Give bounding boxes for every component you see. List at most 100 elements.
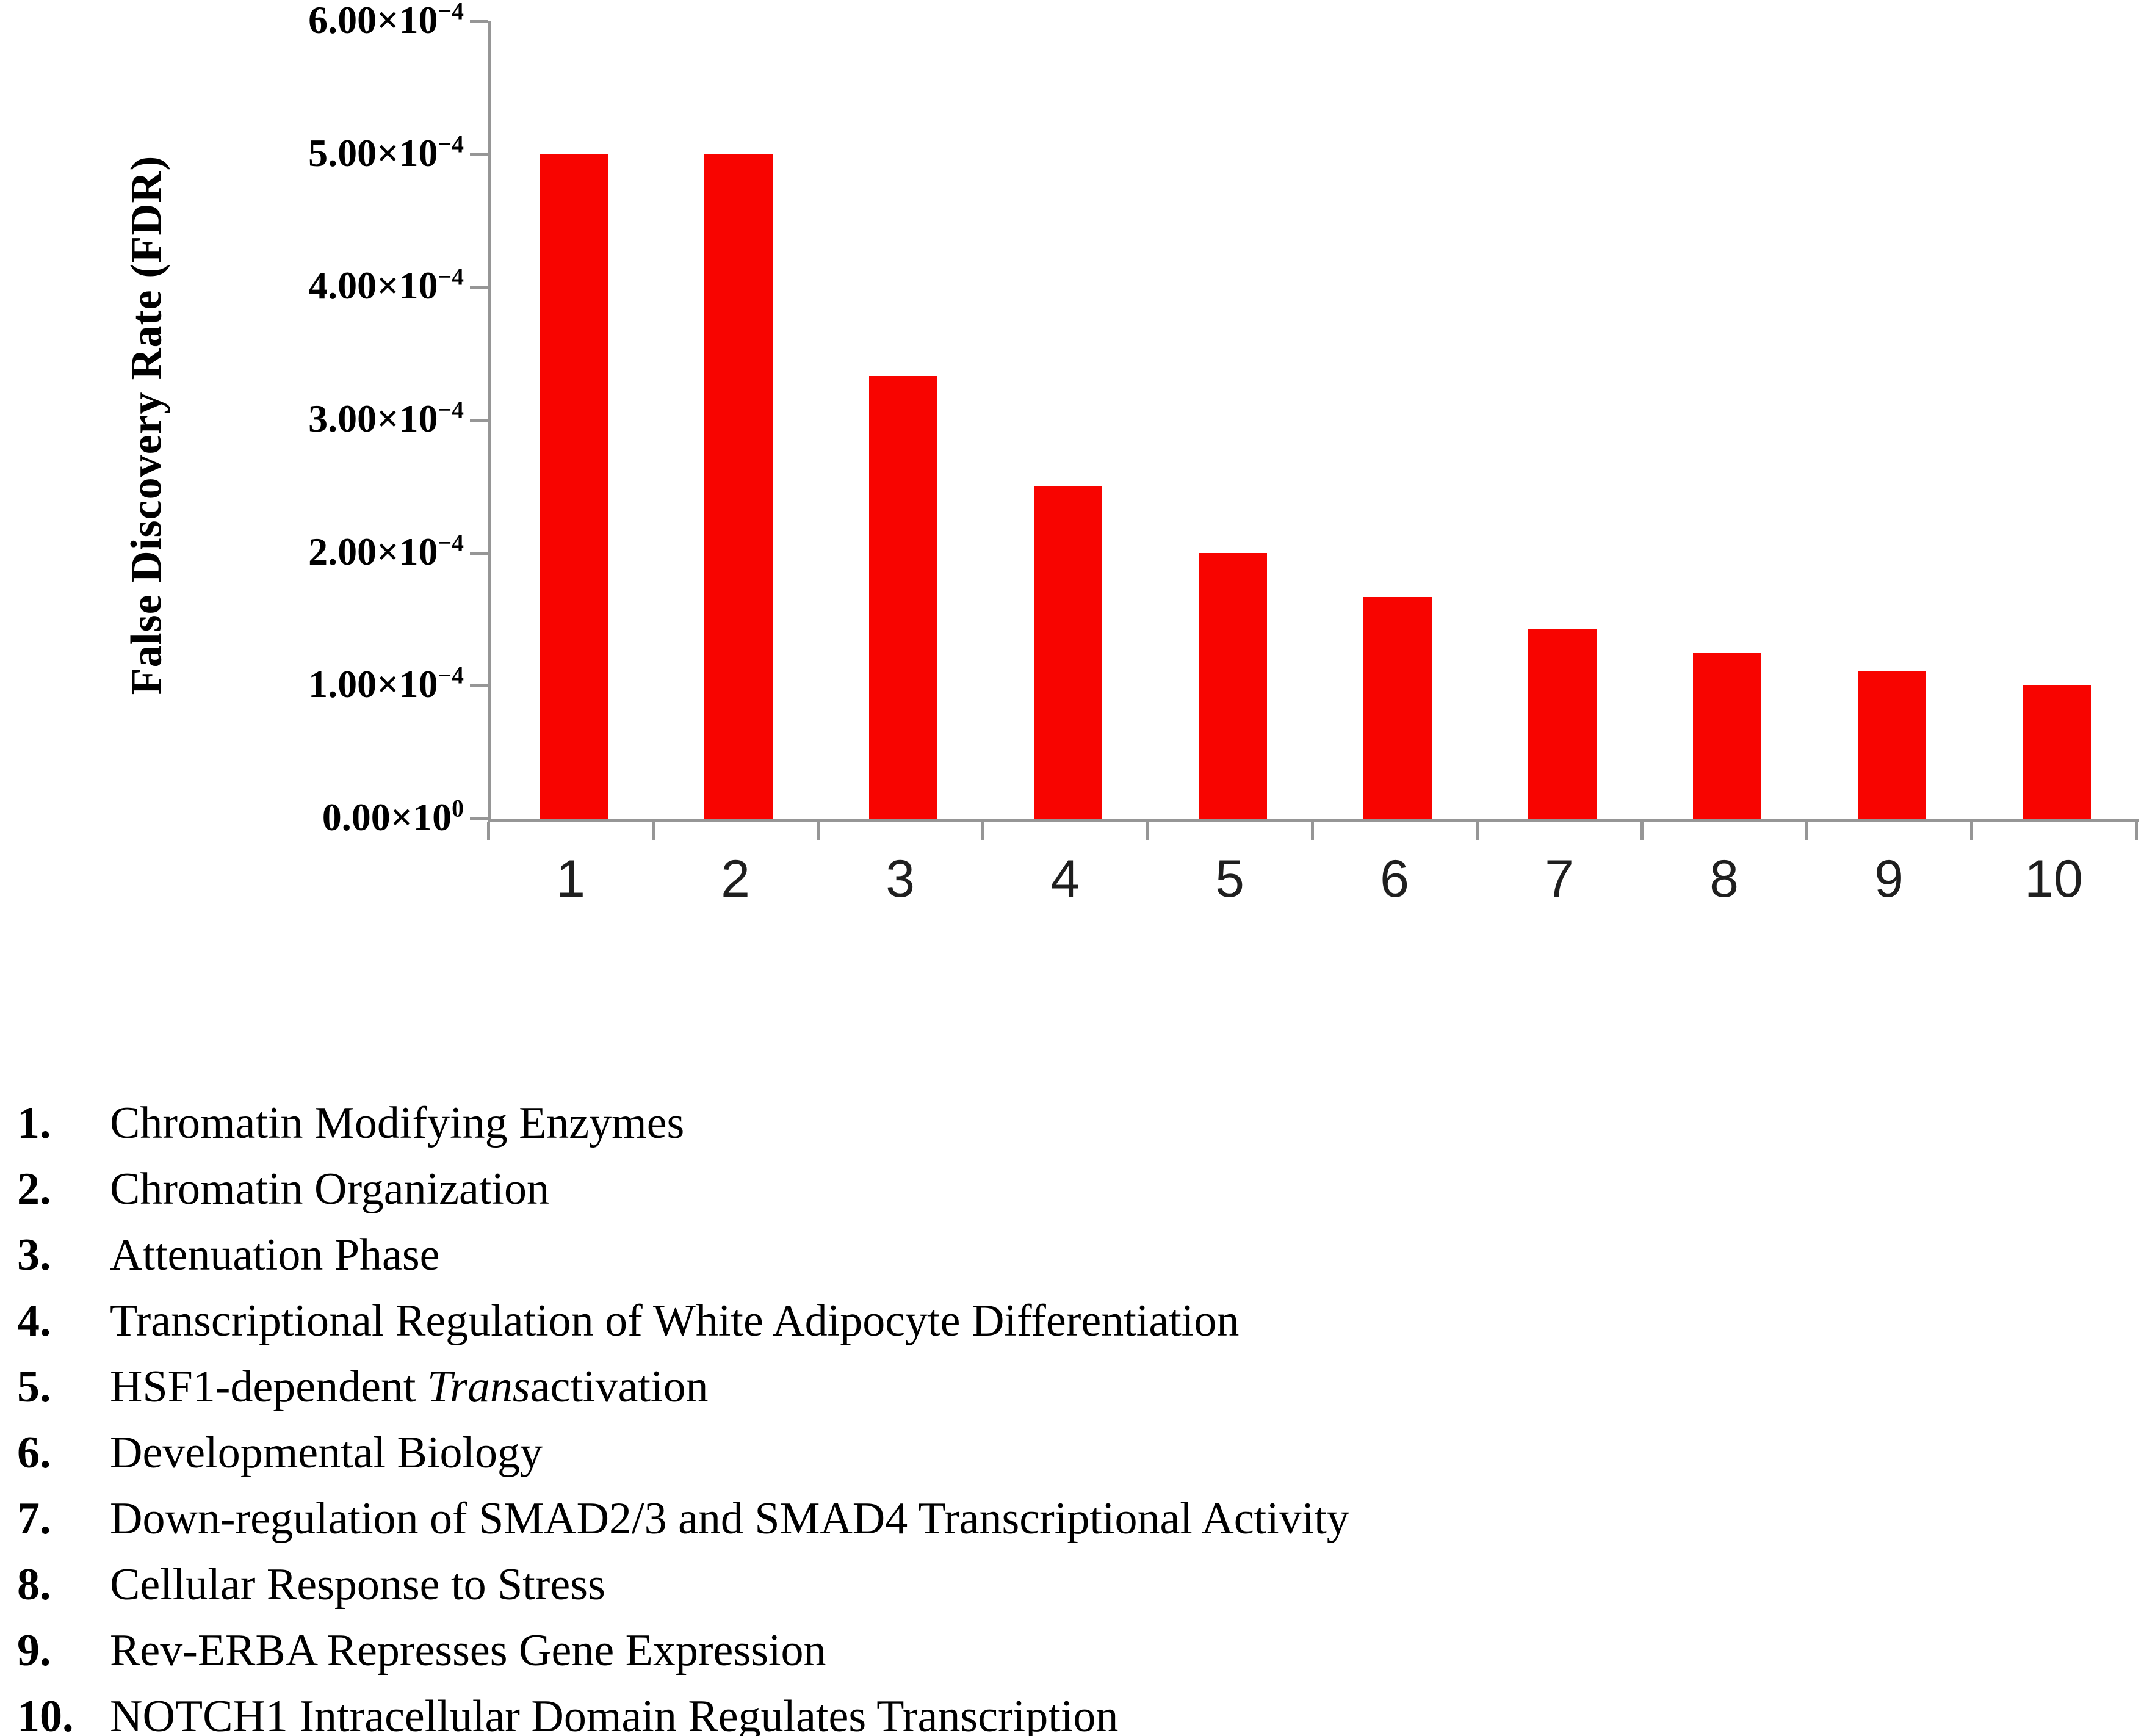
legend-item-number: 8. xyxy=(17,1559,51,1610)
legend-item-text-segment: NOTCH1 Intracellular Domain Regulates Tr… xyxy=(110,1691,1119,1736)
legend-item-text: Chromatin Modifying Enzymes xyxy=(110,1098,684,1149)
legend-item: 3. Attenuation Phase xyxy=(0,1222,2144,1288)
x-tick xyxy=(487,822,490,840)
legend-item-number: 3. xyxy=(17,1229,51,1280)
x-tick xyxy=(1805,822,1808,840)
x-tick xyxy=(2135,822,2138,840)
y-tick xyxy=(470,817,488,820)
legend-item-number: 10. xyxy=(17,1691,74,1736)
legend-item-number: 9. xyxy=(17,1625,51,1676)
y-tick-exponent: −4 xyxy=(438,263,464,291)
bar-10 xyxy=(2023,685,2091,819)
legend-item-text: Down-regulation of SMAD2/3 and SMAD4 Tra… xyxy=(110,1493,1349,1545)
y-tick-mantissa: 2.00×10 xyxy=(308,530,438,573)
y-tick-exponent: −4 xyxy=(438,131,464,158)
y-tick xyxy=(470,684,488,687)
x-tick-label: 9 xyxy=(1874,850,1904,908)
y-tick-label: 1.00×10−4 xyxy=(177,657,464,711)
legend-item-text-segment: Chromatin Modifying Enzymes xyxy=(110,1098,685,1148)
legend-item: 7. Down-regulation of SMAD2/3 and SMAD4 T… xyxy=(0,1486,2144,1552)
y-tick-mantissa: 6.00×10 xyxy=(308,0,438,42)
x-tick-label: 2 xyxy=(721,850,750,908)
y-tick-label: 3.00×10−4 xyxy=(177,392,464,446)
x-tick xyxy=(652,822,655,840)
y-tick-mantissa: 4.00×10 xyxy=(308,264,438,307)
bar-9 xyxy=(1858,671,1926,819)
y-tick xyxy=(470,419,488,422)
x-tick-label: 1 xyxy=(556,850,585,908)
legend-item-text-segment: activation xyxy=(530,1361,709,1412)
legend-item-text-segment: Attenuation Phase xyxy=(110,1229,440,1280)
x-tick-label: 8 xyxy=(1709,850,1739,908)
legend-item: 8. Cellular Response to Stress xyxy=(0,1552,2144,1618)
legend-item-number: 1. xyxy=(17,1098,51,1148)
legend-item-text-segment: HSF1-dependent xyxy=(110,1361,427,1412)
legend-item-text: Cellular Response to Stress xyxy=(110,1559,605,1611)
legend-item-text-segment: Transcriptional Regulation of White Adip… xyxy=(110,1295,1240,1346)
bar-4 xyxy=(1034,486,1102,819)
legend-item: 9. Rev-ERBA Represses Gene Expression xyxy=(0,1618,2144,1684)
y-tick xyxy=(470,286,488,289)
y-tick-mantissa: 3.00×10 xyxy=(308,397,438,440)
legend-item-text: Transcriptional Regulation of White Adip… xyxy=(110,1295,1239,1347)
legend-item-number: 6. xyxy=(17,1427,51,1478)
legend-item-text: Chromatin Organization xyxy=(110,1163,549,1215)
legend-item-text: Attenuation Phase xyxy=(110,1229,440,1281)
x-tick-label: 10 xyxy=(2024,850,2083,908)
y-tick xyxy=(470,153,488,156)
y-tick-exponent: −4 xyxy=(438,662,464,689)
bar-8 xyxy=(1693,653,1761,819)
bar-7 xyxy=(1528,629,1597,819)
legend-item: 1. Chromatin Modifying Enzymes xyxy=(0,1090,2144,1156)
y-tick xyxy=(470,552,488,555)
bar-1 xyxy=(540,154,608,819)
bar-3 xyxy=(869,376,937,819)
plot-area xyxy=(488,21,2139,822)
legend-item: 6. Developmental Biology xyxy=(0,1420,2144,1486)
y-tick-exponent: −4 xyxy=(438,529,464,557)
x-tick-label: 5 xyxy=(1215,850,1244,908)
x-tick-label: 3 xyxy=(886,850,915,908)
legend-item-text: Rev-ERBA Represses Gene Expression xyxy=(110,1625,826,1677)
x-tick xyxy=(817,822,820,840)
legend-item-text-segment: Developmental Biology xyxy=(110,1427,543,1478)
x-tick xyxy=(1146,822,1149,840)
legend-item-number: 7. xyxy=(17,1493,51,1544)
legend-item-text: Developmental Biology xyxy=(110,1427,543,1479)
x-tick-label: 7 xyxy=(1545,850,1574,908)
y-tick-label: 4.00×10−4 xyxy=(177,259,464,313)
y-tick-mantissa: 1.00×10 xyxy=(308,662,438,706)
y-tick-label: 6.00×10−4 xyxy=(177,0,464,47)
y-tick-label: 2.00×10−4 xyxy=(177,525,464,579)
x-tick-label: 4 xyxy=(1050,850,1080,908)
legend-item-text-segment: Cellular Response to Stress xyxy=(110,1559,605,1610)
y-tick-exponent: −4 xyxy=(438,0,464,25)
y-tick-label: 0.00×100 xyxy=(177,790,464,844)
legend-item-number: 2. xyxy=(17,1163,51,1214)
legend-item-text: NOTCH1 Intracellular Domain Regulates Tr… xyxy=(110,1691,1118,1736)
y-tick-mantissa: 0.00×10 xyxy=(322,795,452,839)
legend-item: 10. NOTCH1 Intracellular Domain Regulates… xyxy=(0,1684,2144,1736)
y-tick-exponent: −4 xyxy=(438,396,464,424)
y-tick-label: 5.00×10−4 xyxy=(177,126,464,180)
legend-item-text-segment: Down-regulation of SMAD2/3 and SMAD4 Tra… xyxy=(110,1493,1349,1544)
legend-item-number: 5. xyxy=(17,1361,51,1412)
legend-item: 4. Transcriptional Regulation of White Ad… xyxy=(0,1288,2144,1354)
x-tick xyxy=(1640,822,1644,840)
legend-item: 2. Chromatin Organization xyxy=(0,1156,2144,1222)
x-tick-label: 6 xyxy=(1380,850,1409,908)
x-tick xyxy=(1476,822,1479,840)
y-tick-exponent: 0 xyxy=(452,795,464,822)
y-tick xyxy=(470,20,488,23)
bar-2 xyxy=(704,154,773,819)
legend-item-text-italic: Trans xyxy=(427,1361,530,1412)
legend-item-number: 4. xyxy=(17,1295,51,1346)
bar-6 xyxy=(1363,597,1432,819)
y-tick-mantissa: 5.00×10 xyxy=(308,131,438,175)
legend-item: 5. HSF1-dependent Transactivation xyxy=(0,1354,2144,1420)
y-axis-title: False Discovery Rate (FDR) xyxy=(121,155,171,695)
x-tick xyxy=(981,822,984,840)
x-tick xyxy=(1311,822,1314,840)
bar-5 xyxy=(1199,553,1267,819)
